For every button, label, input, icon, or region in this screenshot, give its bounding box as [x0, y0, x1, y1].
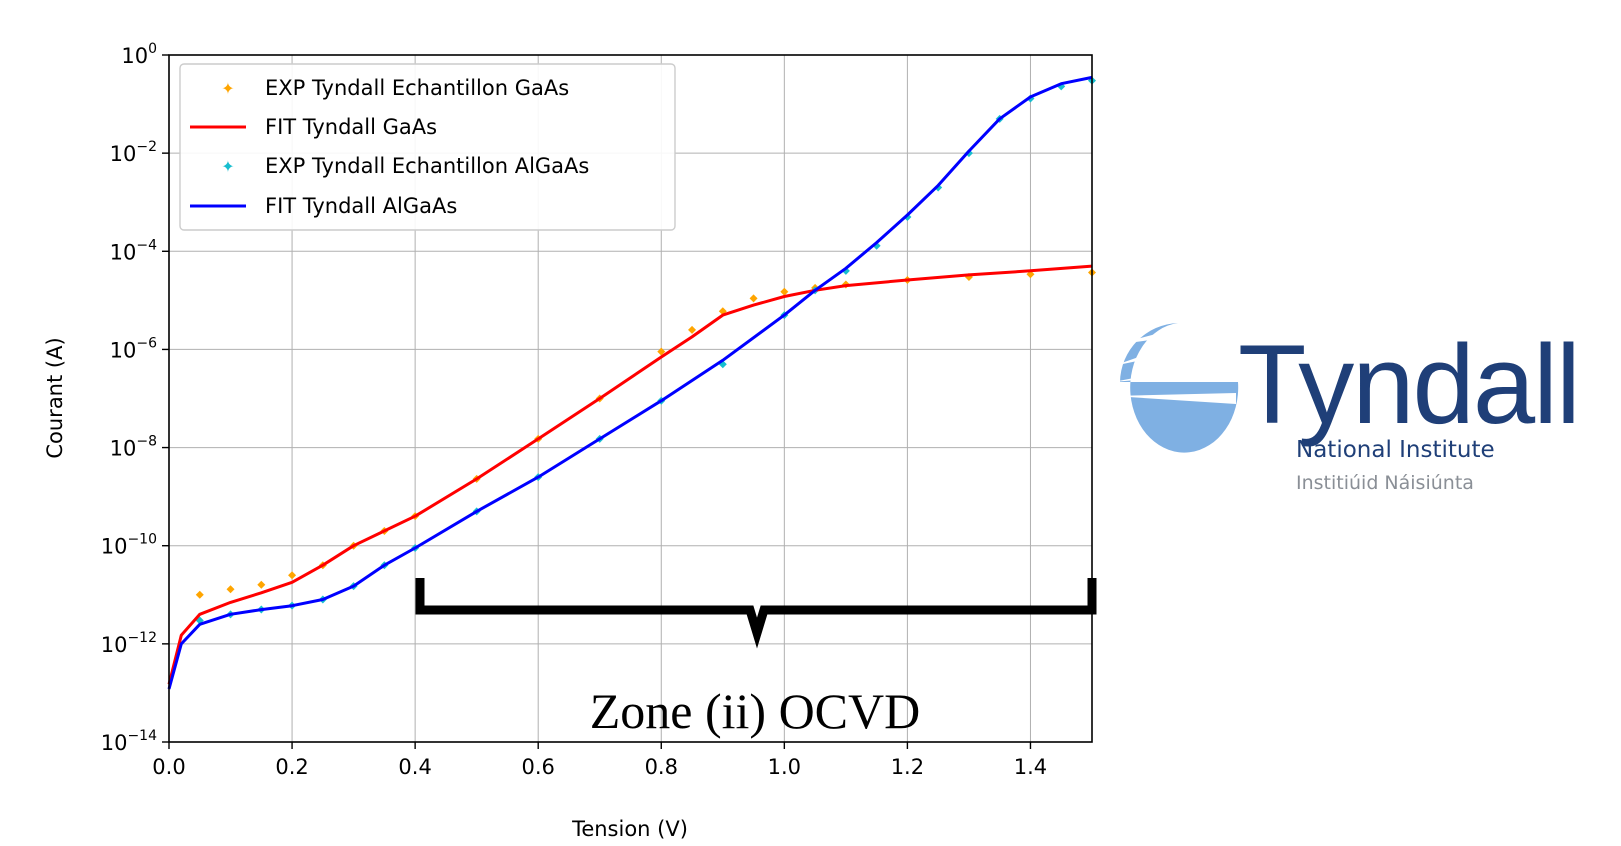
y-tick-label: 10−10 [101, 532, 157, 559]
y-tick-label: 10−2 [110, 139, 157, 166]
legend-box [179, 63, 676, 231]
series-3-line [167, 75, 1093, 690]
y-tick-label: 100 [121, 41, 157, 68]
data-point [226, 585, 235, 594]
plot-series [167, 75, 1096, 690]
y-tick-label: 10−8 [110, 434, 157, 461]
x-tick-label: 0.2 [275, 755, 308, 779]
y-tick-label: 10−12 [101, 630, 157, 657]
x-tick-label: 1.4 [1014, 755, 1047, 779]
x-tick-label: 1.2 [891, 755, 924, 779]
zone-annotation: Zone (ii) OCVD [590, 683, 921, 739]
x-tick-label: 1.0 [768, 755, 801, 779]
x-tick-label: 0.0 [152, 755, 185, 779]
x-tick-label: 0.8 [645, 755, 678, 779]
data-point [257, 580, 266, 589]
legend-label-fit-gaas: FIT Tyndall GaAs [265, 115, 437, 139]
y-tick-label: 10−4 [110, 237, 157, 264]
y-tick-label: 10−6 [110, 335, 157, 362]
data-point [688, 325, 697, 334]
x-tick-label: 0.6 [521, 755, 554, 779]
zone-brace [415, 578, 1097, 649]
legend-marker-exp-algaas: ✦ [221, 157, 234, 176]
y-axis-label: Courant (A) [43, 337, 67, 458]
logo-subtitle-irish: Institiúid Náisiúnta [1296, 472, 1474, 494]
plot-area-frame [168, 54, 1093, 743]
data-point [288, 571, 297, 580]
legend-marker-exp-gaas: ✦ [221, 79, 234, 98]
x-axis-label: Tension (V) [571, 817, 688, 841]
axis-ticks: 0.0 0.2 0.4 0.6 0.8 1.0 1.2 1.4 100 10−2 10−4 10−6 1… [101, 41, 1047, 779]
logo-subtitle-english: National Institute [1296, 437, 1495, 463]
legend-label-exp-algaas: EXP Tyndall Echantillon AlGaAs [265, 154, 589, 178]
data-point [749, 294, 758, 303]
y-tick-label: 10−14 [101, 728, 157, 755]
legend-label-fit-algaas: FIT Tyndall AlGaAs [265, 194, 457, 218]
data-point [657, 347, 666, 356]
data-point [780, 287, 789, 296]
tyndall-logo: Tyndall National Institute Institiúid Ná… [1113, 322, 1581, 494]
series-1-line [167, 264, 1093, 685]
legend-label-exp-gaas: EXP Tyndall Echantillon GaAs [265, 76, 569, 100]
tyndall-logo-icon [1113, 323, 1239, 453]
data-point [195, 590, 204, 599]
x-tick-label: 0.4 [398, 755, 431, 779]
legend: ✦ EXP Tyndall Echantillon GaAs FIT Tynda… [179, 63, 676, 231]
logo-wordmark: Tyndall [1238, 322, 1579, 447]
